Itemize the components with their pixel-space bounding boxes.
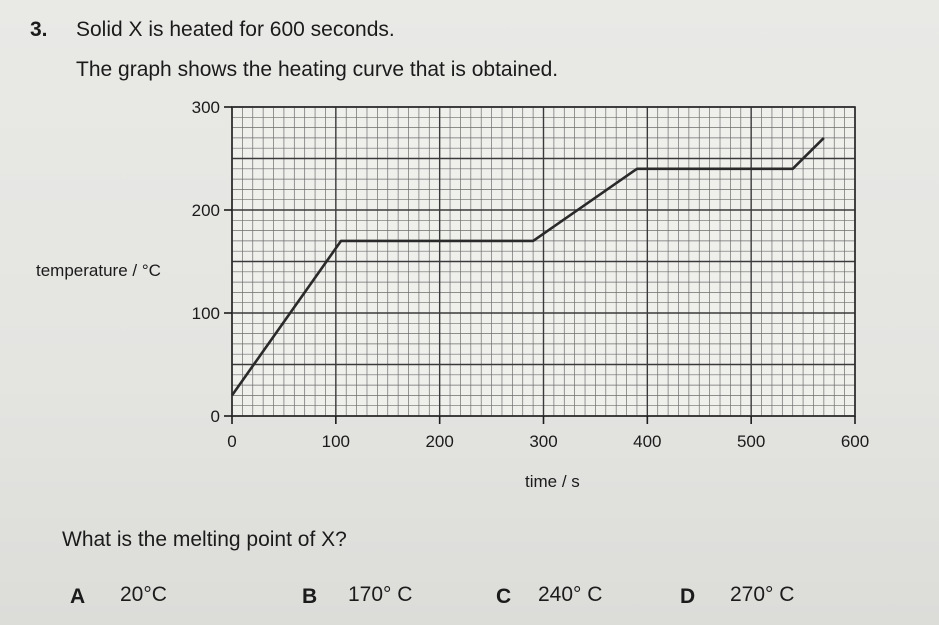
heating-curve-line: [230, 136, 825, 397]
option-d-text[interactable]: 270° C: [730, 583, 795, 606]
option-d-letter: D: [680, 585, 696, 608]
option-c-letter: C: [496, 585, 512, 608]
question-prompt: What is the melting point of X?: [62, 528, 347, 551]
x-tick-label: 400: [633, 432, 661, 451]
y-axis-label: temperature / °C: [36, 261, 161, 280]
option-c-text[interactable]: 240° C: [538, 583, 603, 606]
heating-curve-chart: 0 100 200 300 0 100 200 300 400 500 600 temperatur…: [36, 98, 870, 491]
x-axis-label: time / s: [525, 472, 580, 491]
question-number: 3.: [30, 18, 48, 41]
question-stem-line-2: The graph shows the heating curve that i…: [76, 58, 559, 81]
y-tick-label: 300: [192, 98, 220, 117]
x-tick-label: 0: [227, 432, 236, 451]
chart-ticks: 0 100 200 300 0 100 200 300 400 500 600: [192, 98, 870, 451]
x-tick-label: 100: [322, 432, 350, 451]
y-tick-label: 200: [192, 201, 220, 220]
option-a-text[interactable]: 20°C: [120, 583, 167, 606]
question-stem-line-1: Solid X is heated for 600 seconds.: [76, 18, 395, 41]
y-tick-label: 0: [211, 407, 220, 426]
chart-series: [230, 136, 825, 397]
x-tick-label: 200: [425, 432, 453, 451]
x-tick-label: 600: [841, 432, 869, 451]
x-tick-label: 500: [737, 432, 765, 451]
y-tick-label: 100: [192, 304, 220, 323]
option-a-letter: A: [70, 585, 86, 608]
x-tick-label: 300: [529, 432, 557, 451]
option-b-text[interactable]: 170° C: [348, 583, 413, 606]
option-b-letter: B: [302, 585, 318, 608]
